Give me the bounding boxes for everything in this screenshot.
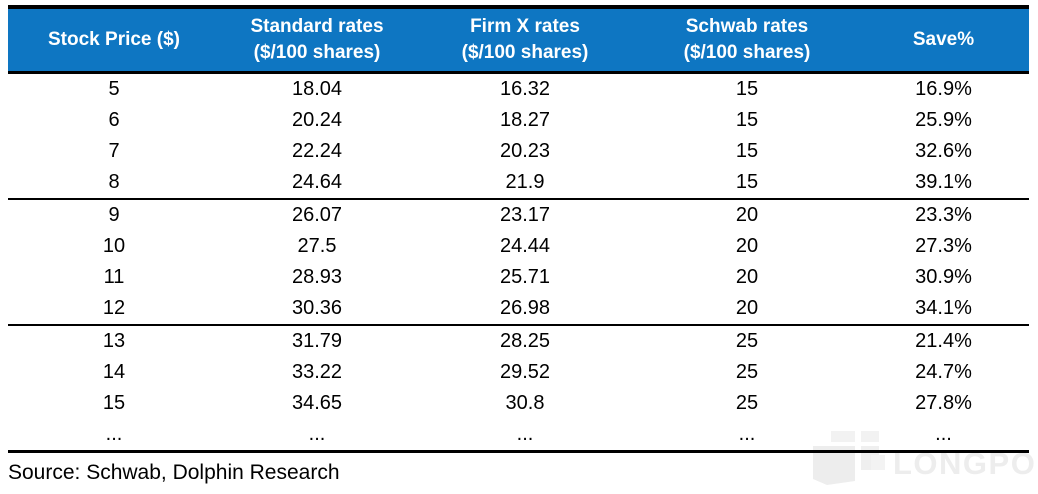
column-header-label: Standard rates [250, 16, 384, 37]
table-cell: 22.24 [291, 140, 343, 162]
table-cell: 27.8% [915, 392, 972, 414]
table-cell: 23.17 [499, 204, 551, 226]
column-header-label: Stock Price ($) [48, 29, 180, 50]
table-cell: 25 [735, 392, 759, 414]
table-cell: 5 [108, 78, 120, 100]
table-cell: ... [935, 423, 952, 445]
table-cell: 28.93 [291, 266, 343, 288]
table-cell: ... [516, 423, 534, 445]
table-cell: 30.9% [915, 266, 972, 288]
table-row: 11 28.93 25.71 20 30.9% [8, 262, 1029, 293]
table-cell: 30.36 [291, 297, 343, 319]
table-cell: 15 [735, 78, 759, 100]
table-row: ............... [8, 419, 1029, 452]
table-cell: 23.3% [915, 204, 972, 226]
table-cell: 25 [735, 330, 759, 352]
table-cell: 16.32 [499, 78, 551, 100]
table-row: 9 26.07 23.17 20 23.3% [8, 199, 1029, 231]
column-header-schwab-rates: Schwab rates ($/100 shares) [636, 7, 858, 74]
table-cell: 16.9% [915, 78, 972, 100]
column-header-sub: ($/100 shares) [461, 42, 589, 63]
longport-logo-icon [813, 431, 885, 485]
table-cell: 15 [735, 171, 759, 193]
table-cell: ... [738, 423, 756, 445]
column-header-save-pct: Save% [858, 7, 1029, 74]
table-cell: 15 [735, 140, 759, 162]
table-cell: 24.44 [499, 235, 551, 257]
table-row: 6 20.24 18.27 15 25.9% [8, 105, 1029, 136]
table-cell: 20 [735, 235, 759, 257]
table-cell: 31.79 [291, 330, 343, 352]
table-row: 13 31.79 28.25 25 21.4% [8, 325, 1029, 357]
table-cell: 15 [735, 109, 759, 131]
table-cell: 27.3% [915, 235, 972, 257]
table-cell: 11 [103, 266, 125, 288]
longport-watermark-text: LONGPORT [893, 446, 1038, 481]
table-cell: 10 [102, 235, 126, 257]
table-cell: 20 [735, 266, 759, 288]
rates-table-container: Stock Price ($) Standard rates ($/100 sh… [8, 5, 1029, 453]
table-cell: 21.4% [915, 330, 972, 352]
table-row-group: 5 18.04 16.32 15 16.9% 6 20.24 18.27 15 25.9% 7 22.… [8, 73, 1029, 199]
table-cell: 8 [108, 171, 120, 193]
table-cell: ... [308, 423, 326, 445]
source-note: Source: Schwab, Dolphin Research [8, 461, 340, 484]
table-row: 5 18.04 16.32 15 16.9% [8, 73, 1029, 106]
column-header-sub: ($/100 shares) [253, 42, 381, 63]
table-cell: 25.71 [499, 266, 551, 288]
table-cell: 39.1% [915, 171, 972, 193]
table-cell: 30.8 [505, 392, 545, 414]
table-row: 8 24.64 21.9 15 39.1% [8, 167, 1029, 199]
table-cell: 15 [102, 392, 126, 414]
table-cell: 14 [102, 361, 126, 383]
table-row: 12 30.36 26.98 20 34.1% [8, 293, 1029, 325]
table-cell: 20.24 [291, 109, 343, 131]
column-header-label: Schwab rates [685, 16, 809, 37]
table-cell: 25 [735, 361, 759, 383]
table-cell: ... [105, 423, 123, 445]
table-cell: 13 [102, 330, 126, 352]
column-header-label: Firm X rates [470, 16, 580, 37]
table-cell: 6 [108, 109, 120, 131]
table-cell: 32.6% [915, 140, 972, 162]
table-header-row: Stock Price ($) Standard rates ($/100 sh… [8, 7, 1029, 74]
table-row: 7 22.24 20.23 15 32.6% [8, 136, 1029, 167]
table-cell: 27.5 [297, 235, 337, 257]
table-cell: 18.04 [291, 78, 343, 100]
rates-table: Stock Price ($) Standard rates ($/100 sh… [8, 5, 1029, 453]
table-cell: 26.98 [499, 297, 551, 319]
table-row: 10 27.5 24.44 20 27.3% [8, 231, 1029, 262]
table-cell: 28.25 [499, 330, 551, 352]
table-cell: 24.7% [915, 361, 972, 383]
table-cell: 20 [735, 204, 759, 226]
table-cell: 20 [735, 297, 759, 319]
table-cell: 33.22 [291, 361, 343, 383]
table-row: 15 34.65 30.8 25 27.8% [8, 388, 1029, 419]
table-cell: 12 [102, 297, 126, 319]
table-cell: 34.1% [915, 297, 972, 319]
table-header: Stock Price ($) Standard rates ($/100 sh… [8, 7, 1029, 74]
table-row-group: 13 31.79 28.25 25 21.4% 14 33.22 29.52 25 24.7% 15… [8, 325, 1029, 452]
table-cell: 24.64 [291, 171, 343, 193]
column-header-label: Save% [912, 29, 975, 50]
table-cell: 18.27 [499, 109, 551, 131]
table-cell: 26.07 [291, 204, 343, 226]
table-cell: 20.23 [499, 140, 551, 162]
column-header-stock-price: Stock Price ($) [8, 7, 220, 74]
column-header-standard-rates: Standard rates ($/100 shares) [220, 7, 414, 74]
table-cell: 29.52 [499, 361, 551, 383]
table-row-group: 9 26.07 23.17 20 23.3% 10 27.5 24.44 20 27.3% 11 28… [8, 199, 1029, 325]
table-row: 14 33.22 29.52 25 24.7% [8, 357, 1029, 388]
column-header-sub: ($/100 shares) [683, 42, 811, 63]
table-cell: 25.9% [915, 109, 972, 131]
table-cell: 34.65 [291, 392, 343, 414]
table-cell: 7 [108, 140, 120, 162]
table-cell: 21.9 [505, 171, 545, 193]
table-cell: 9 [108, 204, 120, 226]
column-header-firmx-rates: Firm X rates ($/100 shares) [414, 7, 636, 74]
